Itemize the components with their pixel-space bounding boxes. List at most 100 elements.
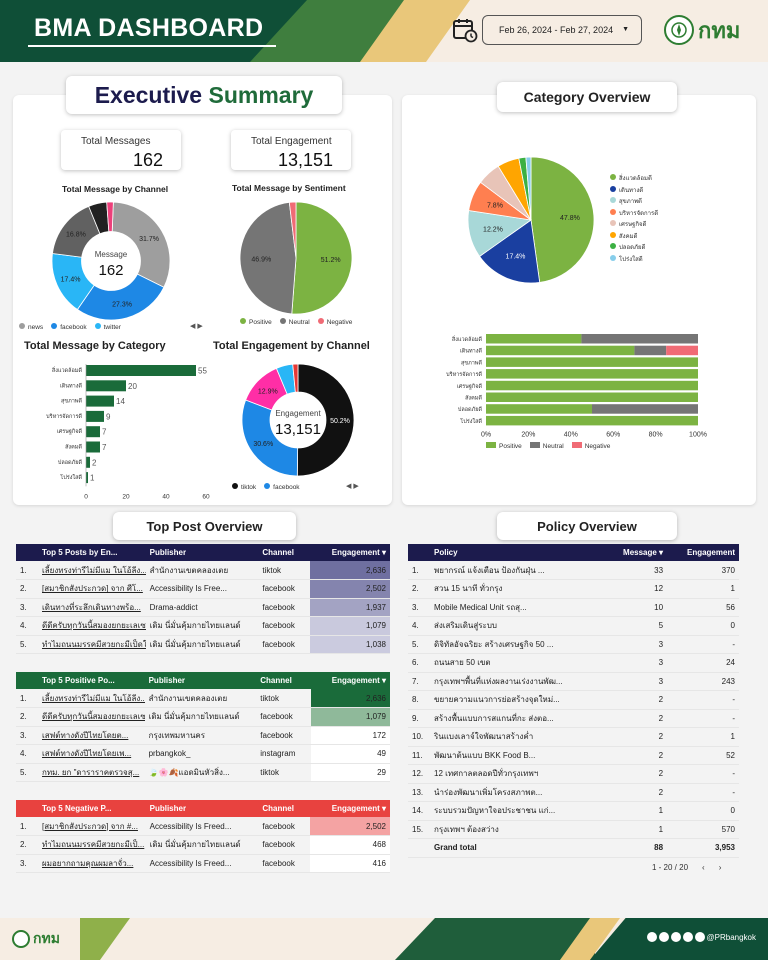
table-header[interactable]: Top 5 Positive Po... (42, 676, 115, 685)
table-row[interactable]: 13. นำร่องพัฒนาเพิ่มโครงสภาพต... 2- (408, 783, 739, 802)
stacked-bar-segment[interactable] (666, 345, 698, 356)
legend-item-positive[interactable]: Positive (240, 318, 272, 326)
table-row[interactable]: 2. ดีดีครับทุกวันนี้สมองยกยะเลเซ... เดิม น… (16, 707, 390, 727)
stacked-bar-segment[interactable] (486, 334, 582, 344)
table-row[interactable]: 5. ดิจิทัลอัจฉริยะ สร้างเศรษฐกิจ 50 ... 3- (408, 635, 739, 654)
legend-item-negative[interactable]: Negative (317, 318, 352, 326)
table-header-sort[interactable]: Engagement ▾ (331, 548, 386, 557)
legend-item[interactable]: ปลอดภัยดี (610, 243, 658, 255)
post-link[interactable]: ทำไมถนนมรรคมีสวยกะมีเป็ดให้... (38, 635, 146, 654)
table-row[interactable]: 7. กรุงเทพฯพื้นที่แห่งผลงานเร่งงานพัฒ... 3… (408, 672, 739, 691)
legend-pager-icon[interactable]: ◀ ▶ (190, 323, 203, 330)
pie-slice[interactable] (292, 363, 299, 393)
table-row[interactable]: 12. 12 เทศกาลตลอดปีทั่วกรุงเทพฯ 2- (408, 764, 739, 784)
table-header[interactable]: Publisher (149, 548, 187, 557)
tiktok-icon[interactable] (694, 932, 705, 942)
stacked-bar-segment[interactable] (634, 345, 667, 356)
table-header[interactable]: Channel (262, 548, 294, 557)
table-row[interactable]: 6. ถนนสาย 50 เขต 3 24 (408, 653, 739, 673)
table-header[interactable]: Policy (434, 548, 458, 557)
table-row[interactable]: 11. พัฒนาต้นแบบ BKK Food B... 2 52 (408, 746, 739, 765)
table-row[interactable]: 5. กทม. ยก "ดาราราคตรวจสุ... 🍃🌸🍂แอดมินหัวส… (16, 763, 390, 782)
bar[interactable] (86, 380, 126, 392)
table-row[interactable]: 2. [สมาชิกสังประกวด] จาก ศีโ... Accessibil… (16, 579, 390, 599)
pie-slice[interactable] (530, 156, 595, 283)
bar[interactable] (86, 395, 114, 407)
legend-item[interactable]: เศรษฐกิจดี (610, 220, 658, 232)
pie-slice[interactable] (479, 219, 541, 284)
stacked-bar-segment[interactable] (486, 345, 635, 356)
post-link[interactable]: ดีดีครับทุกวันนี้สมองยกยะเลเซ... (38, 707, 145, 727)
table-row[interactable]: 5.ทำไมถนนมรรคมีสวยกะมีเป็ดให้...เดิม นี่… (16, 635, 390, 654)
table-row[interactable]: 1. [สมาชิกสังประกวด] จาก #... Accessibilit… (16, 817, 390, 836)
prev-page-icon[interactable]: ‹ (702, 863, 705, 872)
legend-item-neutral[interactable]: Neutral (529, 442, 564, 450)
legend-item[interactable]: สุขภาพดี (610, 197, 658, 209)
pie-slice[interactable] (111, 201, 171, 288)
table-header[interactable]: Channel (260, 676, 292, 685)
legend-item-facebook[interactable]: facebook (51, 323, 87, 331)
table-row[interactable]: 4. ส่งเสริมเดินสู่ระบบ 5 0 (408, 616, 739, 636)
youtube-icon[interactable] (682, 932, 693, 942)
table-header[interactable]: Engagement (686, 548, 735, 557)
post-link[interactable]: เสฟต์ทางดังปีไทยโดยเพ... (38, 744, 145, 764)
post-link[interactable]: ดีดีครับทุกวันนี้สมองยกยะเลเซ... (38, 616, 146, 636)
bar[interactable] (86, 426, 100, 438)
table-row[interactable]: 1. เลี้ยงทรงท่ารีไม่มีแม ในโอ้ลีง... สำนัก… (16, 689, 390, 708)
post-link[interactable]: กทม. ยก "ดาราราคตรวจสุ... (38, 763, 145, 782)
legend-item-news[interactable]: news (19, 323, 43, 331)
pie-slice[interactable] (525, 156, 532, 221)
legend-item[interactable]: บริหารจัดการดี (610, 208, 658, 221)
pie-slice[interactable] (288, 201, 297, 259)
pie-slice[interactable] (296, 363, 355, 477)
post-link[interactable]: เดินทางที่ระลึกเดินทางพร้อ... (38, 598, 146, 617)
table-row[interactable]: 3. เดินทางที่ระลึกเดินทางพร้อ... Drama-add… (16, 598, 390, 617)
legend-item[interactable]: โปร่งใสดี (610, 254, 658, 267)
stacked-bar-segment[interactable] (486, 404, 592, 414)
stacked-bar-segment[interactable] (486, 380, 698, 391)
bar[interactable] (86, 410, 104, 422)
stacked-bar-segment[interactable] (486, 369, 698, 379)
pie-slice[interactable] (291, 201, 353, 315)
table-row[interactable]: 8. ขยายความแนวการย่อสร้างจุดใหม่... 2- (408, 690, 739, 710)
table-row[interactable]: 10. รินแบงเลาจ์ใจพัฒนาสร้างค่ำ 2 1 (408, 727, 739, 747)
legend-pager-icon[interactable]: ◀ ▶ (346, 483, 359, 490)
legend-item-positive[interactable]: Positive (486, 442, 522, 450)
table-row[interactable]: 4. เสฟต์ทางดังปีไทยโดยเพ... prbangkok_ inst… (16, 744, 390, 764)
post-link[interactable]: ทำไมถนนมรรคมีสวยกะมีเป็... (38, 835, 146, 855)
table-row[interactable]: 14. ระบบรวมปัญหาใจอประชาชน แก่... 1 0 (408, 801, 739, 821)
legend-item-negative[interactable]: Negative (571, 442, 610, 450)
legend-item-twitter[interactable]: twitter (94, 323, 121, 331)
date-range-picker[interactable]: Feb 26, 2024 - Feb 27, 2024 ▼ (482, 15, 642, 45)
table-row[interactable]: 9. สร้างพื้นแบบการสแกนที่กะ ส่งตอ... 2- (408, 709, 739, 728)
pie-slice[interactable] (239, 201, 297, 315)
twitter-icon[interactable] (658, 932, 669, 942)
next-page-icon[interactable]: › (718, 863, 722, 872)
table-row[interactable]: 15. กรุงเทพฯ ต้องสว่าง 1 570 (408, 820, 739, 839)
legend-item[interactable]: เดินทางดี (610, 185, 658, 198)
table-row[interactable]: 1. พยากรณ์ แจ้งเตือน ป้องกันฝุ่น ... 33 370 (408, 561, 739, 580)
post-link[interactable]: [สมาชิกสังประกวด] จาก #... (38, 817, 146, 836)
pie-slice[interactable] (76, 273, 165, 321)
facebook-icon[interactable] (646, 932, 657, 942)
table-header-sort[interactable]: Message ▾ (623, 548, 664, 557)
table-row[interactable]: 2. ทำไมถนนมรรคมีสวยกะมีเป็... เดิม นี่มั่น… (16, 835, 390, 855)
table-header-sort[interactable]: Engagement ▾ (331, 804, 386, 813)
stacked-bar-segment[interactable] (486, 392, 698, 403)
post-link[interactable]: เลี้ยงทรงท่ารีไม่มีแม ในโอ้ลีง... (38, 689, 145, 708)
table-header-sort[interactable]: Engagement ▾ (331, 676, 386, 685)
legend-item-tiktok[interactable]: tiktok (232, 483, 256, 491)
post-link[interactable]: เลี้ยงทรงท่ารีไม่มีแม ในโอ้ลีง... (38, 561, 146, 580)
calendar-icon[interactable] (452, 17, 478, 43)
legend-item[interactable]: สิ่งแวดล้อมดี (610, 174, 658, 186)
legend-item-facebook[interactable]: facebook (264, 483, 300, 491)
table-row[interactable]: 1. เลี้ยงทรงท่ารีไม่มีแม ในโอ้ลีง... สำนัก… (16, 561, 390, 580)
table-header[interactable]: Top 5 Negative P... (42, 804, 112, 813)
post-link[interactable]: เสฟต์ทางดังปีไทยโดยต... (38, 726, 145, 745)
post-link[interactable]: ผมอยากถามคุณผมลาจั่ว... (38, 854, 146, 873)
bar[interactable] (86, 441, 100, 453)
table-header[interactable]: Publisher (148, 676, 186, 685)
table-row[interactable]: 3. Mobile Medical Unit รถสุ... 10 56 (408, 598, 739, 617)
stacked-bar-segment[interactable] (581, 334, 698, 344)
pie-slice[interactable] (106, 201, 114, 233)
